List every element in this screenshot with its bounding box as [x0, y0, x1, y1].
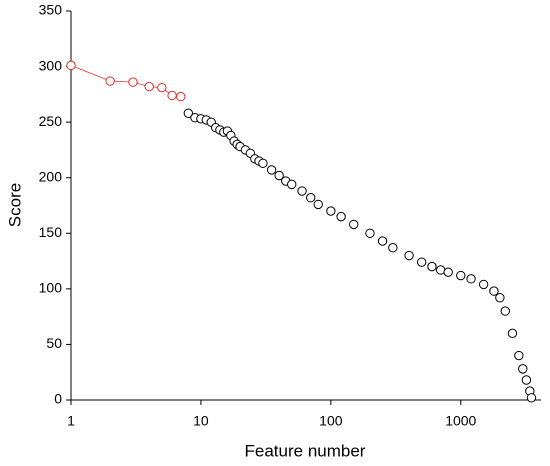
point [297, 186, 307, 196]
point [404, 250, 414, 261]
point [313, 199, 323, 210]
y-tick-label: 300 [39, 57, 63, 73]
point [176, 91, 186, 102]
point [274, 170, 284, 181]
point [144, 81, 154, 92]
point [157, 82, 167, 93]
point [105, 76, 115, 86]
point [514, 350, 524, 361]
x-axis-title: Feature number [245, 441, 366, 460]
point [521, 375, 532, 385]
point [466, 274, 476, 284]
y-tick-label: 350 [39, 2, 63, 18]
y-tick-label: 50 [46, 335, 62, 351]
y-tick-label: 200 [39, 168, 63, 184]
x-tick-label: 10 [193, 413, 209, 429]
point [365, 228, 375, 238]
y-tick-label: 100 [39, 280, 63, 296]
point [287, 179, 297, 190]
point [478, 279, 489, 290]
point [443, 267, 453, 277]
point [489, 286, 499, 296]
series-line [70, 65, 181, 97]
y-tick-label: 0 [54, 391, 62, 407]
y-tick-label: 250 [39, 113, 63, 129]
point [306, 193, 316, 203]
point [456, 270, 466, 281]
y-axis-title: Score [5, 183, 24, 227]
point [427, 261, 437, 272]
x-tick-label: 1000 [445, 413, 476, 429]
point [388, 243, 398, 253]
point [526, 393, 537, 403]
x-tick-label: 100 [319, 413, 343, 429]
point [66, 60, 76, 71]
point [326, 206, 336, 216]
point [167, 90, 177, 101]
point [416, 257, 427, 267]
point [518, 364, 528, 374]
point [507, 328, 518, 339]
point [266, 165, 277, 175]
x-tick-label: 1 [67, 413, 75, 429]
point [336, 211, 346, 222]
y-tick-label: 150 [39, 224, 63, 240]
point [500, 306, 510, 316]
point [349, 219, 359, 230]
point [128, 77, 138, 87]
point [183, 108, 194, 118]
point [377, 236, 388, 246]
point [258, 158, 268, 168]
point [495, 293, 505, 303]
